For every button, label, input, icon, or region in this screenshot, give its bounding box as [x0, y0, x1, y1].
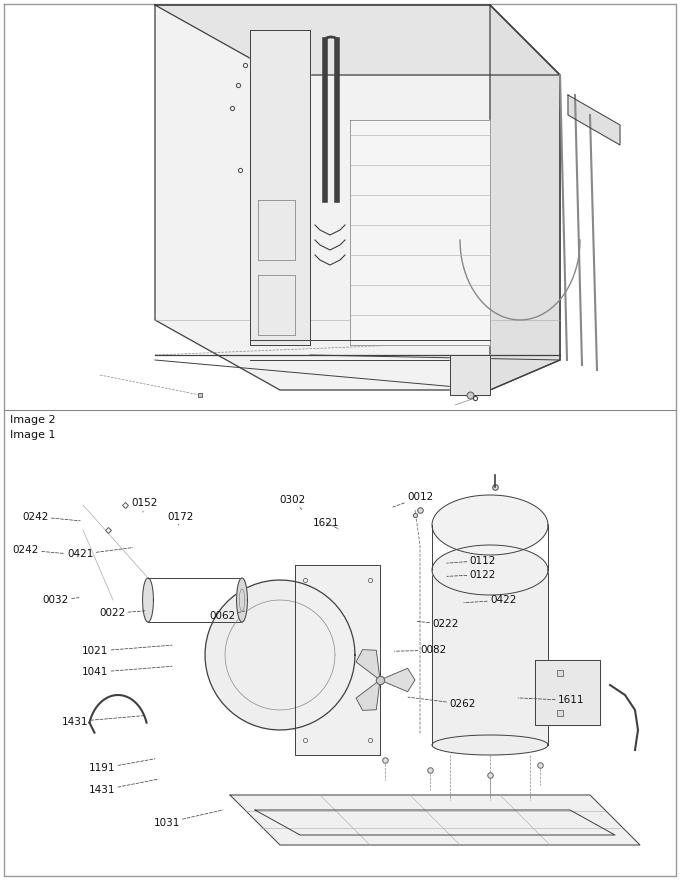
Text: 0421: 0421	[67, 547, 133, 560]
Text: 0062: 0062	[209, 611, 245, 621]
Polygon shape	[432, 570, 548, 745]
Text: 0262: 0262	[408, 697, 475, 709]
Polygon shape	[535, 660, 600, 725]
Text: 0152: 0152	[132, 498, 158, 512]
Text: 0422: 0422	[464, 595, 516, 605]
Text: 0222: 0222	[416, 619, 458, 629]
Polygon shape	[432, 495, 548, 555]
Polygon shape	[432, 735, 548, 755]
Polygon shape	[490, 5, 560, 390]
Polygon shape	[155, 5, 560, 390]
Text: 0122: 0122	[447, 569, 496, 580]
Polygon shape	[356, 649, 380, 680]
Text: 1191: 1191	[89, 759, 155, 774]
Polygon shape	[155, 5, 560, 75]
Text: 0022: 0022	[99, 608, 145, 619]
Text: 1431: 1431	[62, 715, 145, 727]
Text: 1031: 1031	[154, 810, 223, 828]
Polygon shape	[230, 795, 640, 845]
Polygon shape	[380, 668, 415, 692]
Polygon shape	[250, 30, 310, 345]
Polygon shape	[432, 545, 548, 595]
Polygon shape	[350, 120, 490, 345]
Text: 1431: 1431	[89, 779, 158, 796]
Polygon shape	[568, 95, 620, 145]
Text: 0172: 0172	[167, 511, 193, 524]
Polygon shape	[237, 578, 248, 622]
Text: 1041: 1041	[82, 666, 172, 678]
Text: 0112: 0112	[447, 555, 496, 566]
Polygon shape	[295, 565, 380, 755]
Polygon shape	[450, 355, 490, 395]
Text: 0032: 0032	[43, 595, 79, 605]
Polygon shape	[143, 578, 154, 622]
Text: 1021: 1021	[82, 645, 172, 656]
Text: 0242: 0242	[13, 545, 63, 555]
Text: Image 2: Image 2	[10, 415, 56, 425]
Polygon shape	[356, 680, 380, 710]
Polygon shape	[205, 580, 355, 730]
Text: 0012: 0012	[392, 492, 433, 507]
Text: 1621: 1621	[313, 517, 339, 529]
Text: 0082: 0082	[394, 645, 447, 656]
Text: Image 1: Image 1	[10, 430, 56, 440]
Text: 1611: 1611	[518, 695, 584, 706]
Text: 0242: 0242	[22, 511, 80, 522]
Text: 0302: 0302	[279, 495, 305, 510]
